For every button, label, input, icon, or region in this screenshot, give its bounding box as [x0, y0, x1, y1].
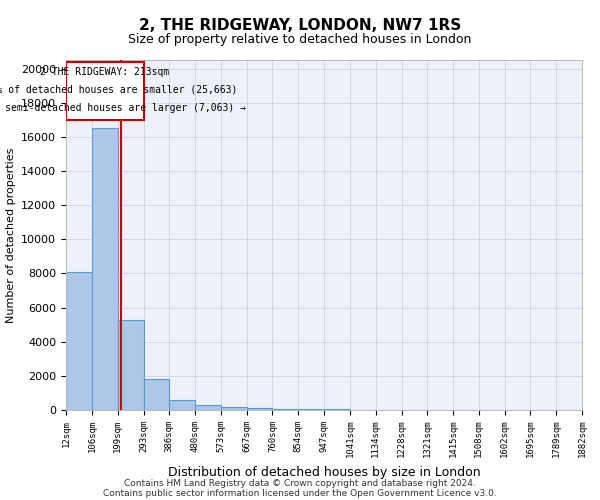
Bar [118, 320, 143, 410]
X-axis label: Distribution of detached houses by size in London: Distribution of detached houses by size … [167, 466, 481, 478]
Bar [272, 409, 298, 410]
Bar [66, 62, 143, 120]
Bar [143, 380, 169, 410]
Text: ← 78% of detached houses are smaller (25,663): ← 78% of detached houses are smaller (25… [0, 84, 237, 94]
Text: 2 THE RIDGEWAY: 213sqm: 2 THE RIDGEWAY: 213sqm [40, 67, 169, 77]
Bar [247, 408, 272, 410]
Bar [221, 408, 247, 410]
Text: Size of property relative to detached houses in London: Size of property relative to detached ho… [128, 32, 472, 46]
Bar [66, 272, 92, 410]
Y-axis label: Number of detached properties: Number of detached properties [5, 148, 16, 322]
Bar [92, 128, 118, 410]
Text: Contains public sector information licensed under the Open Government Licence v3: Contains public sector information licen… [103, 488, 497, 498]
Text: Contains HM Land Registry data © Crown copyright and database right 2024.: Contains HM Land Registry data © Crown c… [124, 478, 476, 488]
Bar [195, 405, 221, 410]
Bar [169, 400, 195, 410]
Text: 2, THE RIDGEWAY, LONDON, NW7 1RS: 2, THE RIDGEWAY, LONDON, NW7 1RS [139, 18, 461, 32]
Text: 22% of semi-detached houses are larger (7,063) →: 22% of semi-detached houses are larger (… [0, 103, 246, 113]
